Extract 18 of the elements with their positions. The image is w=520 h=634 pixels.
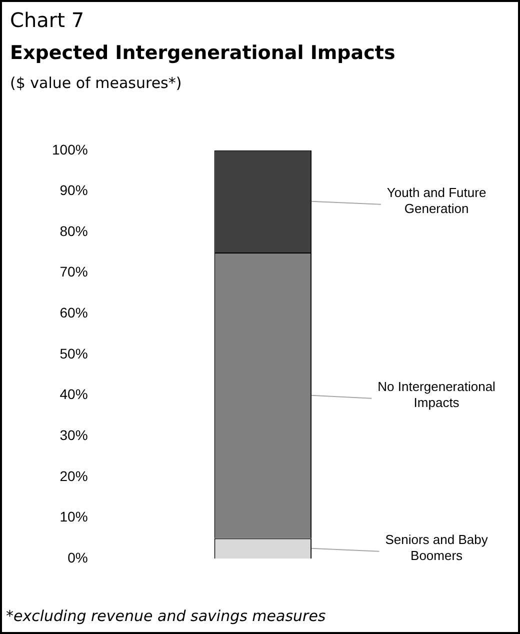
y-tick-label: 70% [60,264,88,280]
y-tick-label: 10% [60,508,88,525]
y-tick-label: 20% [60,468,88,484]
text: Youth and Future Generation [386,185,486,216]
chart-subtitle: ($ value of measures*) [10,74,182,92]
text: Seniors and Baby Boomers [385,532,488,563]
y-tick-label: 30% [60,427,88,443]
y-tick-label: 0% [68,549,88,566]
y-tick-label: 40% [60,386,88,402]
y-tick-label: 60% [60,304,88,321]
text: *excluding revenue and savings measures [6,607,326,625]
y-tick-label: 80% [60,222,88,239]
y-tick-label: 90% [60,182,88,198]
text: No Intergenerational Impacts [378,378,496,410]
caption: Chart 7 [10,8,84,32]
y-tick-label: 50% [60,345,88,362]
chart-title: Expected Intergenerational Impacts [10,42,396,64]
y-tick-label: 100% [52,141,88,158]
